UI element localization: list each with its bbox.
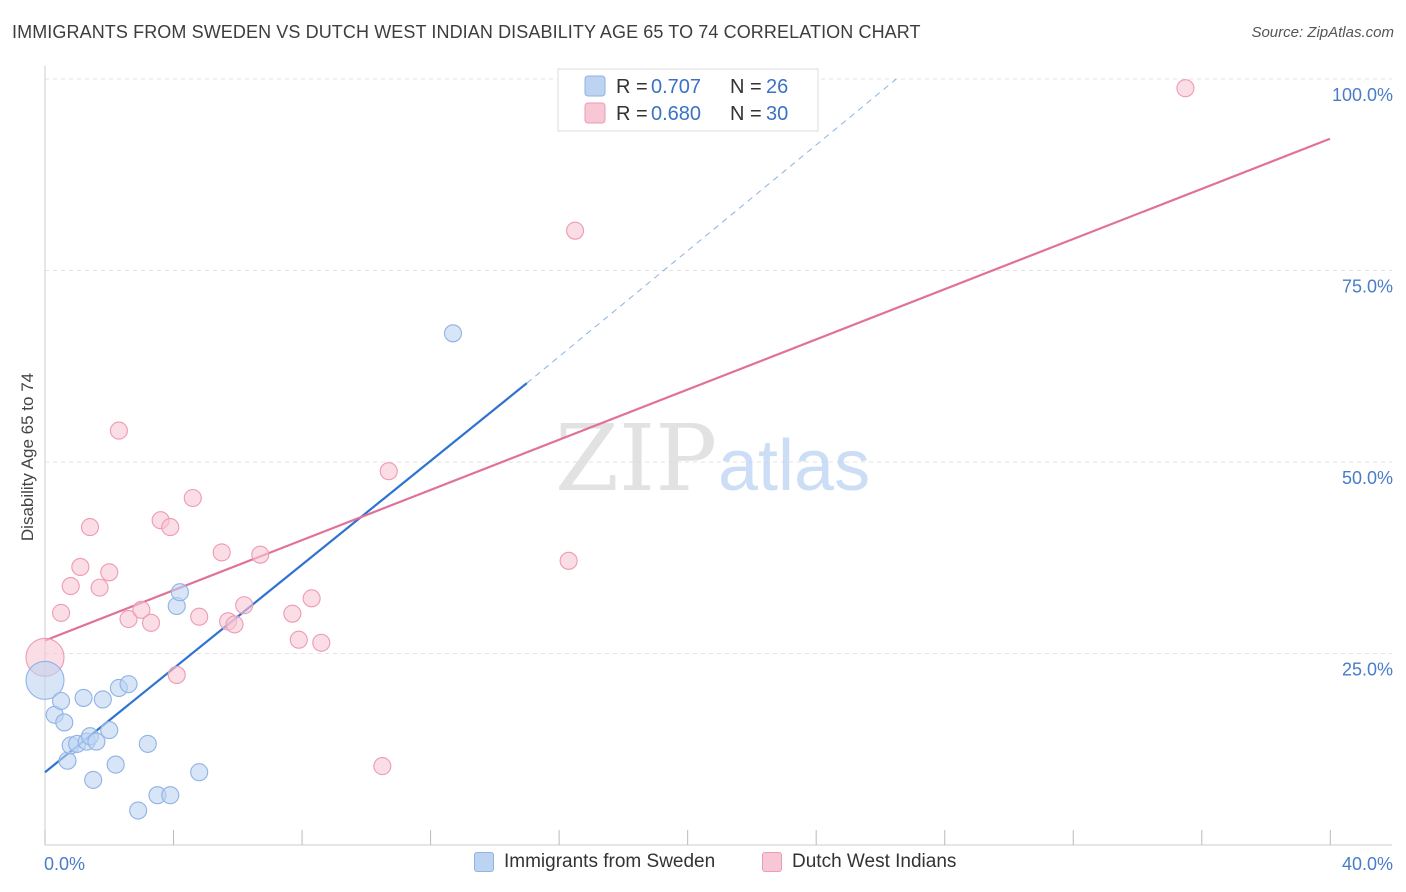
point-dutch-west-indians-24 bbox=[312, 633, 331, 652]
legend-item-dutch-west-indians[interactable]: Dutch West Indians bbox=[762, 851, 956, 873]
point-dutch-west-indians-2 bbox=[61, 577, 80, 596]
point-dutch-west-indians-26 bbox=[379, 462, 398, 481]
stats-legend-r-value-blue: 0.707 bbox=[651, 76, 701, 98]
watermark: ZIP atlas bbox=[555, 405, 870, 512]
point-dutch-west-indians-5 bbox=[90, 578, 109, 597]
point-sweden-24 bbox=[443, 324, 463, 343]
point-sweden-12 bbox=[93, 690, 112, 709]
point-sweden-4 bbox=[58, 751, 77, 770]
point-sweden-14 bbox=[106, 755, 125, 774]
y-tick-label-0: 25.0% bbox=[1342, 660, 1393, 680]
legend-label-dutch-west-indians: Dutch West Indians bbox=[792, 851, 957, 872]
point-dutch-west-indians-14 bbox=[183, 488, 202, 508]
stats-legend-swatch-blue bbox=[584, 75, 606, 97]
point-dutch-west-indians-27 bbox=[559, 551, 578, 570]
point-dutch-west-indians-19 bbox=[235, 596, 254, 615]
point-sweden-0 bbox=[25, 660, 65, 700]
point-dutch-west-indians-13 bbox=[167, 665, 186, 684]
point-dutch-west-indians-22 bbox=[289, 630, 308, 649]
point-sweden-17 bbox=[129, 801, 148, 820]
stats-legend-r-label-pink: R = bbox=[616, 103, 648, 125]
stats-legend-swatch-pink bbox=[584, 102, 606, 124]
point-dutch-west-indians-9 bbox=[132, 600, 151, 619]
point-dutch-west-indians-10 bbox=[141, 613, 161, 632]
point-dutch-west-indians-8 bbox=[119, 609, 138, 629]
point-dutch-west-indians-4 bbox=[80, 518, 100, 537]
stats-legend-n-value-pink: 30 bbox=[766, 103, 788, 125]
point-dutch-west-indians-18 bbox=[225, 615, 244, 634]
point-sweden-23 bbox=[190, 763, 209, 782]
point-sweden-11 bbox=[87, 732, 106, 751]
point-dutch-west-indians-25 bbox=[373, 757, 392, 776]
chart-title: IMMIGRANTS FROM SWEDEN VS DUTCH WEST IND… bbox=[12, 22, 921, 42]
stats-legend-n-label-pink: N = bbox=[730, 103, 762, 125]
point-dutch-west-indians-29 bbox=[1176, 79, 1195, 98]
trend-line-dutch-west-indians bbox=[44, 137, 1331, 642]
tick-labels: 25.0% 50.0% 75.0% 100.0% 0.0% 40.0% bbox=[44, 85, 1393, 874]
data-points bbox=[25, 79, 1195, 820]
point-sweden-18 bbox=[138, 734, 157, 753]
y-tick-label-2: 75.0% bbox=[1342, 277, 1393, 297]
point-dutch-west-indians-7 bbox=[109, 421, 128, 440]
x-tick-label-min: 0.0% bbox=[44, 854, 85, 874]
stats-legend-r-value-pink: 0.680 bbox=[651, 103, 701, 125]
watermark-zip: ZIP bbox=[555, 405, 717, 512]
gridlines bbox=[45, 78, 1392, 654]
point-dutch-west-indians-20 bbox=[251, 545, 270, 564]
legend-swatch-dutch-west-indians bbox=[762, 852, 782, 872]
point-sweden-22 bbox=[170, 583, 189, 602]
point-sweden-20 bbox=[161, 786, 180, 805]
trend-line-sweden bbox=[44, 382, 528, 774]
stats-legend: R = 0.707 N = 26 R = 0.680 N = 30 bbox=[557, 68, 819, 132]
source-credit: Source: ZipAtlas.com bbox=[1251, 24, 1394, 41]
point-sweden-16 bbox=[119, 675, 138, 694]
x-tick-label-max: 40.0% bbox=[1342, 854, 1393, 874]
point-sweden-3 bbox=[55, 713, 74, 732]
point-sweden-10 bbox=[84, 770, 103, 789]
legend-label-sweden: Immigrants from Sweden bbox=[504, 851, 716, 872]
point-sweden-7 bbox=[74, 688, 93, 707]
point-dutch-west-indians-1 bbox=[52, 603, 71, 622]
point-dutch-west-indians-3 bbox=[71, 557, 90, 576]
stats-legend-n-label-blue: N = bbox=[730, 76, 762, 98]
axes bbox=[44, 66, 1392, 846]
series-legend: Immigrants from Sweden Dutch West Indian… bbox=[0, 851, 1406, 879]
point-dutch-west-indians-23 bbox=[302, 589, 321, 608]
point-dutch-west-indians-28 bbox=[566, 221, 585, 240]
watermark-atlas: atlas bbox=[718, 426, 870, 506]
legend-swatch-sweden bbox=[474, 852, 494, 872]
y-tick-label-1: 50.0% bbox=[1342, 468, 1393, 488]
y-axis-label: Disability Age 65 to 74 bbox=[18, 373, 37, 541]
point-sweden-13 bbox=[100, 721, 119, 740]
point-dutch-west-indians-21 bbox=[283, 604, 302, 623]
point-dutch-west-indians-12 bbox=[161, 518, 180, 537]
point-dutch-west-indians-6 bbox=[100, 563, 119, 582]
y-tick-label-3: 100.0% bbox=[1332, 85, 1393, 105]
point-sweden-2 bbox=[52, 691, 71, 711]
point-dutch-west-indians-15 bbox=[190, 607, 209, 626]
trend-line-sweden-extension bbox=[526, 78, 897, 384]
stats-legend-r-label-blue: R = bbox=[616, 76, 648, 98]
point-dutch-west-indians-16 bbox=[212, 543, 231, 562]
legend-item-sweden[interactable]: Immigrants from Sweden bbox=[474, 851, 715, 873]
stats-legend-n-value-blue: 26 bbox=[766, 76, 788, 98]
